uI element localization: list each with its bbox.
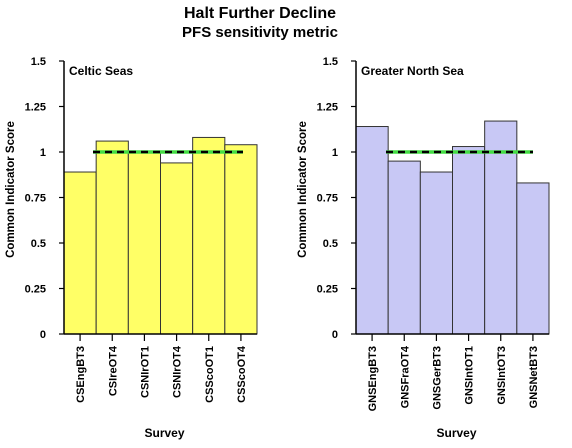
figure-title: Halt Further Decline — [184, 5, 336, 22]
x-axis-title: Survey — [144, 426, 184, 440]
x-tick-label: CSIreOT4 — [107, 345, 119, 396]
x-tick-label: GNSIntOT1 — [464, 346, 476, 405]
x-tick-label: CSNIrOT4 — [172, 345, 184, 398]
y-tick-label: 0.25 — [25, 284, 46, 296]
y-axis-title: Common Indicator Score — [297, 121, 309, 258]
x-tick-label: CSEngBT3 — [75, 346, 87, 403]
bar-gnsintot1 — [452, 146, 486, 335]
y-tick-label: 0.75 — [317, 193, 338, 205]
y-axis-title: Common Indicator Score — [5, 121, 17, 258]
x-tick-label: GNSIntOT3 — [496, 346, 508, 405]
x-tick-label: GNSFraOT4 — [399, 345, 411, 408]
x-tick-label: GNSEngBT3 — [367, 346, 379, 411]
bar-csscoot4 — [224, 144, 258, 335]
chart-panel-celtic-seas: 0 0.25 0.5 0.75 1 1.25 1.5 CSEngBT3 CSIreOT4 CSNI… — [5, 56, 258, 440]
bar-csengbt3 — [63, 171, 97, 335]
figure-subtitle: PFS sensitivity metric — [182, 24, 338, 41]
bar-gnsengbt3 — [355, 126, 389, 335]
y-tick-label: 1 — [332, 147, 338, 159]
y-tick-label: 1.25 — [25, 102, 46, 114]
y-tick-label: 1.5 — [323, 56, 338, 68]
bar-gnsintot3 — [484, 120, 518, 335]
x-tick-label: CSScoOT1 — [204, 346, 216, 403]
x-tick-label: CSScoOT4 — [236, 345, 248, 403]
y-tick-label: 0.5 — [323, 238, 338, 250]
panel-label: Greater North Sea — [361, 64, 464, 78]
y-tick-label: 0.75 — [25, 193, 46, 205]
bar-gnsnetbt3 — [516, 182, 550, 335]
panel-label: Celtic Seas — [69, 64, 133, 78]
bar-csireot4 — [95, 140, 129, 335]
x-tick-label: GNSGerBT3 — [431, 346, 443, 410]
y-tick-label: 1 — [40, 147, 46, 159]
bar-csnirot1 — [127, 151, 161, 335]
bar-csnirot4 — [160, 162, 194, 335]
chart-panel-greater-north-sea: 0 0.25 0.5 0.75 1 1.25 1.5 GNSEngBT3 GNSFraOT4 GN… — [297, 56, 550, 440]
y-tick-label: 0.5 — [31, 238, 46, 250]
x-tick-label: CSNIrOT1 — [139, 346, 151, 398]
x-axis-title: Survey — [436, 426, 476, 440]
y-tick-label: 0.25 — [317, 284, 338, 296]
bar-gnsgerbt3 — [419, 171, 454, 335]
bar-csscoot1 — [192, 136, 226, 335]
y-tick-label: 1.25 — [317, 102, 338, 114]
bar-gnsfraot4 — [387, 160, 421, 335]
y-tick-label: 0 — [332, 329, 338, 341]
y-tick-label: 0 — [40, 329, 46, 341]
x-tick-label: GNSNetBT3 — [528, 346, 540, 408]
y-tick-label: 1.5 — [31, 56, 46, 68]
